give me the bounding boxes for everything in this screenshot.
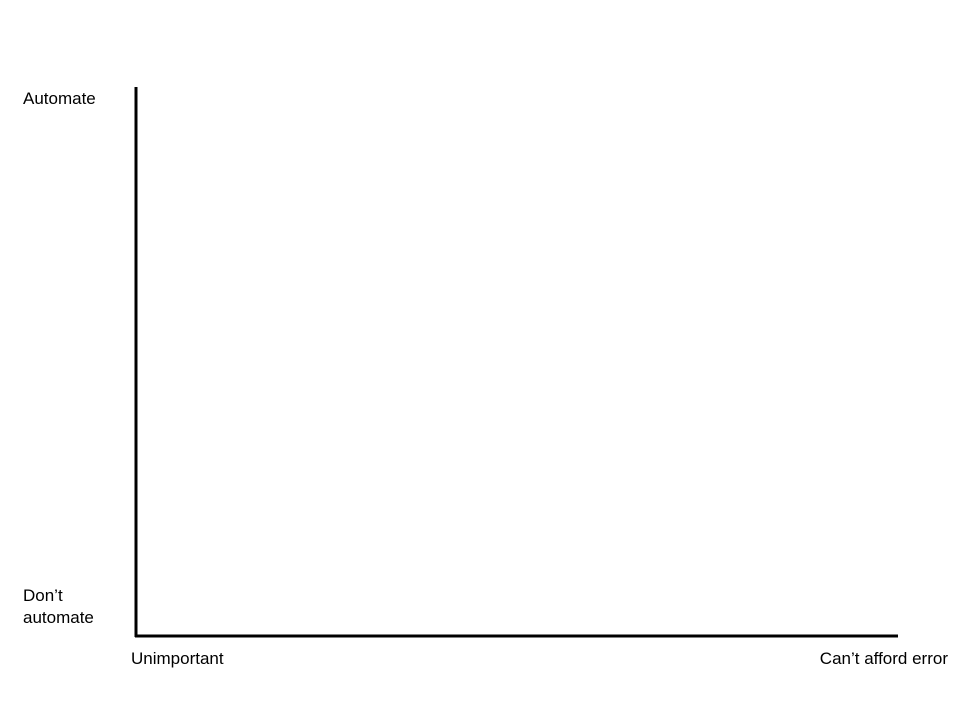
x-axis-left-label: Unimportant [131, 649, 224, 668]
y-axis-bottom-label-line1: Don’t [23, 586, 63, 605]
y-axis-bottom-label-line2: automate [23, 608, 94, 627]
y-axis-bottom-label: Don’t automate [23, 585, 113, 629]
x-axis-right-label: Can’t afford error [819, 649, 948, 668]
y-axis-top-label: Automate [23, 89, 96, 108]
